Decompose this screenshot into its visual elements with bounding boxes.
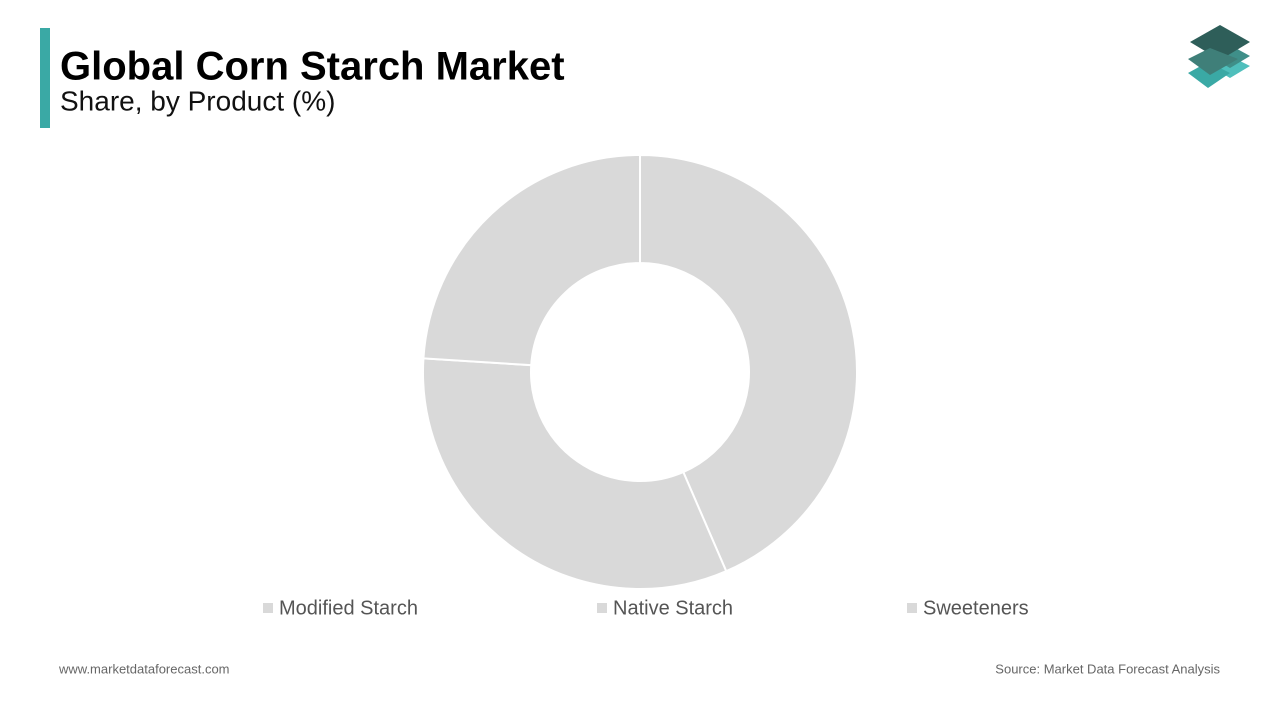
footer-source: Source: Market Data Forecast Analysis xyxy=(995,661,1220,676)
donut-segment xyxy=(422,153,641,367)
legend-marker xyxy=(597,603,607,613)
logo xyxy=(1188,25,1250,88)
footer-website: www.marketdataforecast.com xyxy=(58,661,230,676)
title-accent xyxy=(40,28,50,128)
legend-label: Modified Starch xyxy=(279,597,418,619)
legend-label: Sweeteners xyxy=(923,597,1029,619)
legend-marker xyxy=(907,603,917,613)
legend-marker xyxy=(263,603,273,613)
chart-subtitle: Share, by Product (%) xyxy=(60,85,335,116)
donut-segment xyxy=(639,153,858,573)
donut-segment xyxy=(422,357,728,590)
chart-title: Global Corn Starch Market xyxy=(60,45,565,89)
legend-label: Native Starch xyxy=(613,597,733,619)
